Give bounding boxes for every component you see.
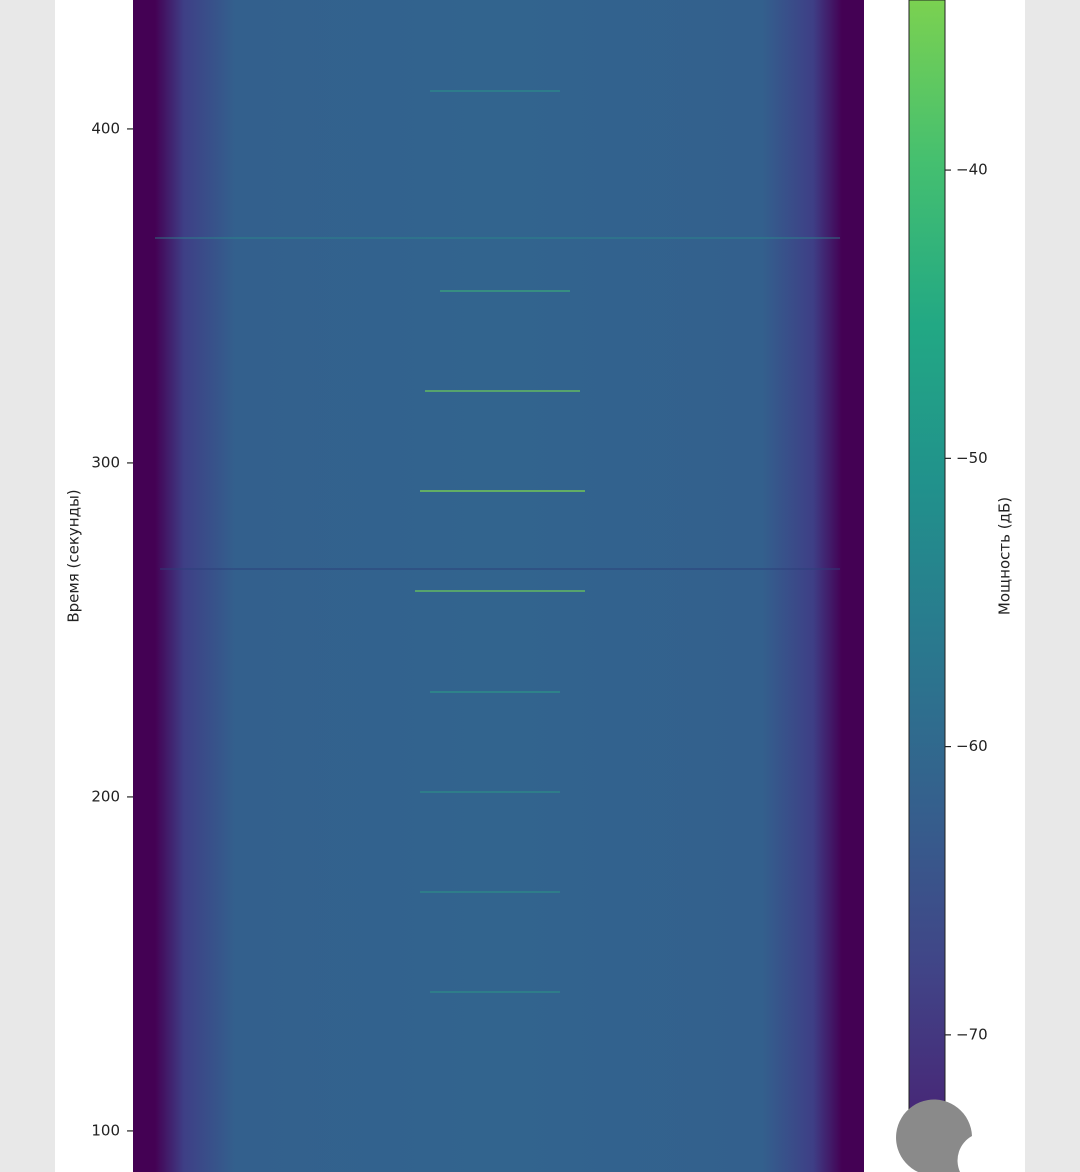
colorbar-label: Мощность (дБ): [996, 497, 1014, 615]
overlay-icon: [896, 1099, 972, 1172]
y-tick-label: 300: [91, 453, 120, 471]
colorbar-tick-label: −50: [956, 449, 988, 467]
y-axis-label: Время (секунды): [65, 489, 83, 622]
y-tick-label: 200: [91, 787, 120, 805]
y-tick-label: 400: [91, 119, 120, 137]
colorbar-tick-label: −40: [956, 161, 988, 179]
colorbar-tick-label: −70: [956, 1025, 988, 1043]
colorbar-tick-label: −60: [956, 737, 988, 755]
spectrogram: [133, 0, 864, 1172]
y-tick-label: 100: [91, 1121, 120, 1139]
colorbar: [908, 0, 946, 1131]
signal-lines: [155, 90, 840, 993]
